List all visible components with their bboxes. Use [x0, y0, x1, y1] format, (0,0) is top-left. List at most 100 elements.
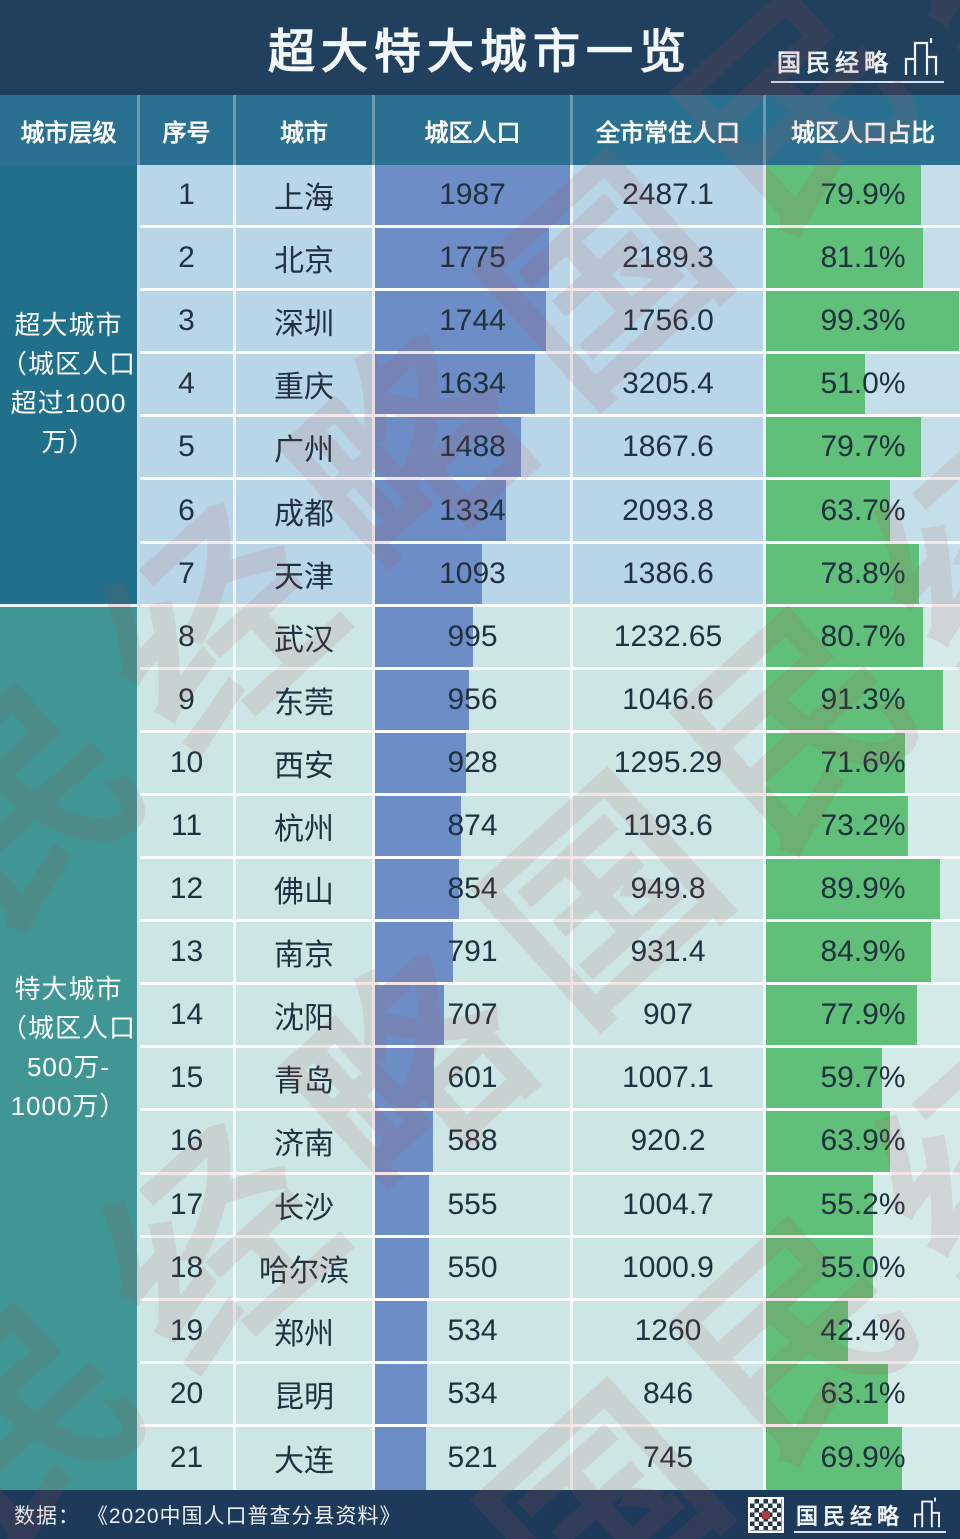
- share-bar: [766, 795, 908, 857]
- share-value: 55.0%: [820, 1250, 906, 1284]
- rank-cell: 4: [140, 354, 236, 415]
- brand-name: 国民经略: [777, 50, 893, 77]
- rank-cell: 19: [140, 1300, 236, 1361]
- header-cell-share: 城区人口占比: [791, 119, 935, 147]
- footer-brand-logo: 国民经略: [793, 1496, 946, 1534]
- urban-pop-cell: 854: [375, 859, 573, 920]
- urban-pop-cell: 555: [375, 1174, 573, 1235]
- city-cell: 北京: [236, 228, 375, 289]
- buildings-icon: [900, 36, 942, 76]
- urban-pop-cell: 707: [375, 985, 573, 1046]
- urban-pop-cell: 534: [375, 1300, 573, 1361]
- share-cell: 71.6%: [766, 732, 960, 793]
- city-cell: 广州: [236, 417, 375, 478]
- share-value: 73.2%: [820, 808, 906, 842]
- urban-pop-bar: [375, 354, 536, 415]
- share-cell: 42.4%: [766, 1300, 960, 1361]
- rank-cell: 13: [140, 922, 236, 983]
- urban-pop-value: 1334: [439, 493, 506, 527]
- urban-pop-bar: [375, 1237, 429, 1298]
- table-body-rows: 1 上海 1987 2487.1 79.9% 2 北京 1775 2189.3 …: [140, 165, 960, 1491]
- table-row: 1 上海 1987 2487.1 79.9%: [140, 165, 960, 229]
- share-value: 55.2%: [820, 1187, 906, 1221]
- share-value: 79.7%: [820, 430, 906, 464]
- share-bar: [766, 543, 919, 604]
- city-cell: 哈尔滨: [236, 1237, 375, 1298]
- rank-cell: 8: [140, 606, 236, 667]
- city-cell: 青岛: [236, 1048, 375, 1109]
- table-row: 2 北京 1775 2189.3 81.1%: [140, 228, 960, 292]
- urban-pop-cell: 956: [375, 669, 573, 730]
- share-bar: [766, 291, 959, 352]
- tier-cell-supercity: 超大城市 （城区人口 超过1000 万）: [0, 165, 140, 607]
- total-pop-cell: 1295.29: [573, 732, 766, 793]
- share-value: 69.9%: [820, 1441, 906, 1475]
- share-cell: 55.0%: [766, 1237, 960, 1298]
- total-pop-cell: 920.2: [573, 1111, 766, 1172]
- urban-pop-bar: [375, 1426, 427, 1491]
- total-pop-cell: 1386.6: [573, 543, 766, 604]
- share-cell: 78.8%: [766, 543, 960, 604]
- table-row: 13 南京 791 931.4 84.9%: [140, 922, 960, 986]
- share-value: 99.3%: [820, 304, 906, 338]
- urban-pop-value: 521: [447, 1441, 498, 1475]
- urban-pop-value: 550: [447, 1250, 498, 1284]
- share-cell: 84.9%: [766, 922, 960, 983]
- qr-code: [747, 1496, 784, 1533]
- share-cell: 77.9%: [766, 985, 960, 1046]
- urban-pop-cell: 1744: [375, 291, 573, 352]
- share-cell: 80.7%: [766, 606, 960, 667]
- share-value: 63.7%: [820, 493, 906, 527]
- share-bar: [766, 1300, 849, 1361]
- urban-pop-bar: [375, 543, 483, 604]
- share-value: 71.6%: [820, 745, 906, 779]
- table-row: 15 青岛 601 1007.1 59.7%: [140, 1048, 960, 1112]
- city-cell: 东莞: [236, 669, 375, 730]
- urban-pop-bar: [375, 1300, 428, 1361]
- urban-pop-bar: [375, 732, 467, 793]
- share-bar: [766, 1363, 889, 1424]
- urban-pop-value: 588: [447, 1124, 498, 1158]
- table-row: 21 大连 521 745 69.9%: [140, 1426, 960, 1491]
- urban-pop-bar: [375, 228, 550, 289]
- share-cell: 63.1%: [766, 1363, 960, 1424]
- urban-pop-bar: [375, 1174, 430, 1235]
- table-row: 18 哈尔滨 550 1000.9 55.0%: [140, 1237, 960, 1301]
- total-pop-cell: 1046.6: [573, 669, 766, 730]
- share-cell: 79.7%: [766, 417, 960, 478]
- urban-pop-bar: [375, 480, 506, 541]
- city-cell: 上海: [236, 165, 375, 226]
- urban-pop-cell: 1987: [375, 165, 573, 226]
- share-cell: 79.9%: [766, 165, 960, 226]
- table-row: 6 成都 1334 2093.8 63.7%: [140, 480, 960, 544]
- urban-pop-value: 854: [447, 872, 498, 906]
- brand-logo: 国民经略: [771, 36, 944, 83]
- share-cell: 59.7%: [766, 1048, 960, 1109]
- urban-pop-value: 1093: [439, 556, 506, 590]
- table-row: 12 佛山 854 949.8 89.9%: [140, 859, 960, 923]
- urban-pop-bar: [375, 165, 570, 226]
- rank-cell: 14: [140, 985, 236, 1046]
- table-row: 3 深圳 1744 1756.0 99.3%: [140, 291, 960, 355]
- city-cell: 西安: [236, 732, 375, 793]
- table-body: 超大城市 （城区人口 超过1000 万） 特大城市 （城区人口 500万- 1000万） 1…: [0, 165, 960, 1491]
- share-value: 42.4%: [820, 1313, 906, 1347]
- share-value: 80.7%: [820, 619, 906, 653]
- rank-cell: 20: [140, 1363, 236, 1424]
- total-pop-cell: 2189.3: [573, 228, 766, 289]
- share-value: 89.9%: [820, 872, 906, 906]
- urban-pop-bar: [375, 1048, 434, 1109]
- share-value: 78.8%: [820, 556, 906, 590]
- urban-pop-value: 1634: [439, 367, 506, 401]
- total-pop-cell: 907: [573, 985, 766, 1046]
- urban-pop-value: 534: [447, 1313, 498, 1347]
- rank-cell: 18: [140, 1237, 236, 1298]
- rank-cell: 21: [140, 1426, 236, 1491]
- share-cell: 81.1%: [766, 228, 960, 289]
- rank-cell: 11: [140, 795, 236, 857]
- table-row: 14 沈阳 707 907 77.9%: [140, 985, 960, 1049]
- share-value: 77.9%: [820, 998, 906, 1032]
- urban-pop-bar: [375, 985, 445, 1046]
- header-cell-tier: 城市层级: [0, 95, 140, 165]
